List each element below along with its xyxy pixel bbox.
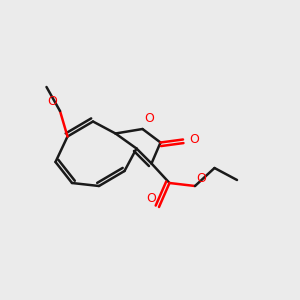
Text: O: O <box>196 172 206 184</box>
Text: O: O <box>190 133 200 146</box>
Text: O: O <box>48 95 58 108</box>
Text: O: O <box>144 112 154 125</box>
Text: O: O <box>146 193 156 206</box>
